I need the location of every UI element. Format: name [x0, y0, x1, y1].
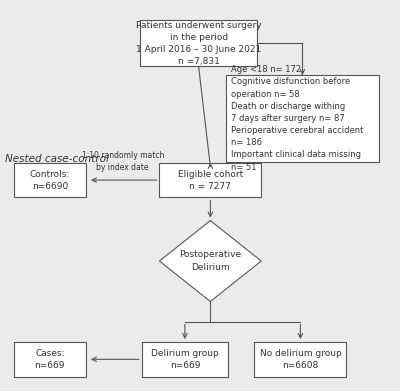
Text: 1:10 randomly match
by index date: 1:10 randomly match by index date — [82, 151, 164, 172]
Text: Cases:
n=669: Cases: n=669 — [34, 349, 65, 370]
FancyBboxPatch shape — [226, 75, 379, 162]
FancyBboxPatch shape — [14, 342, 86, 377]
FancyBboxPatch shape — [14, 163, 86, 197]
Text: Postoperative
Delirium: Postoperative Delirium — [179, 251, 242, 272]
FancyBboxPatch shape — [160, 163, 261, 197]
FancyBboxPatch shape — [140, 20, 257, 66]
Text: Nested case-control: Nested case-control — [5, 154, 109, 164]
FancyBboxPatch shape — [254, 342, 346, 377]
Text: Controls:
n=6690: Controls: n=6690 — [30, 170, 70, 191]
Text: Patients underwent surgery
in the period
1 April 2016 – 30 June 2021
n =7,831: Patients underwent surgery in the period… — [136, 20, 262, 66]
Text: Eligible cohort
n = 7277: Eligible cohort n = 7277 — [178, 170, 243, 191]
Polygon shape — [160, 221, 261, 301]
FancyBboxPatch shape — [142, 342, 228, 377]
Text: Delirium group
n=669: Delirium group n=669 — [151, 349, 219, 370]
Text: No delirium group
n=6608: No delirium group n=6608 — [260, 349, 341, 370]
Text: Age <18 n= 172
Cognitive disfunction before
operation n= 58
Death or discharge w: Age <18 n= 172 Cognitive disfunction bef… — [231, 65, 363, 172]
